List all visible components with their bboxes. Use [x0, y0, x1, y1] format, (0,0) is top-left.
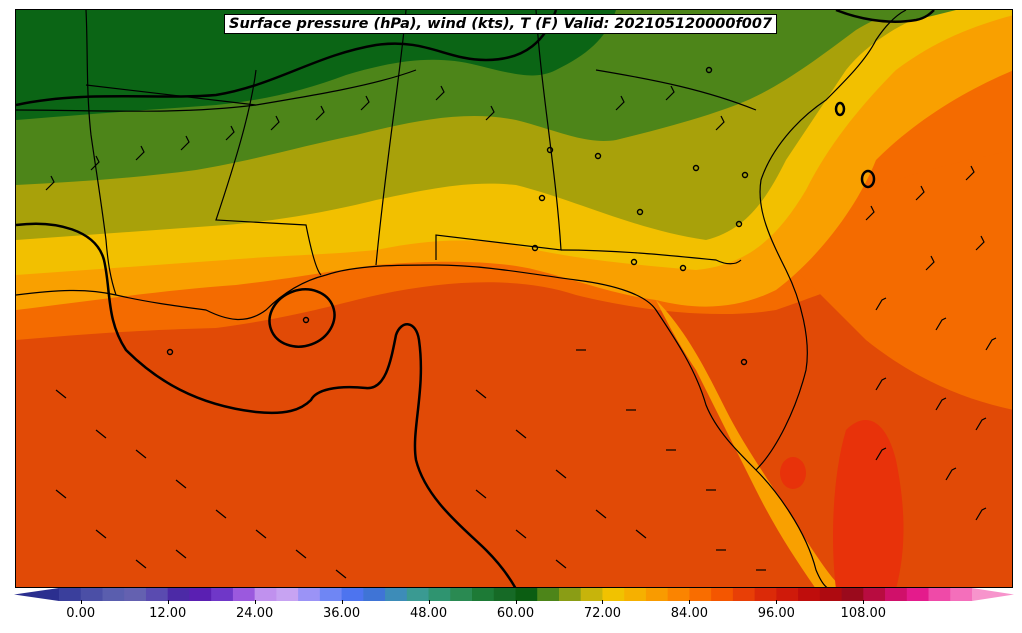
colorbar-segment [341, 588, 364, 601]
colorbar-segment [841, 588, 864, 601]
colorbar-segment [167, 588, 190, 601]
colorbar-segment [711, 588, 734, 601]
colorbar-tick-label: 72.00 [583, 606, 622, 621]
colorbar-segment [558, 588, 582, 601]
colorbar-segment [754, 588, 777, 601]
colorbar-tick-label: 24.00 [236, 606, 274, 621]
colorbar-segment [537, 588, 560, 601]
colorbar-segment [254, 588, 277, 601]
colorbar-tick-mark [689, 600, 691, 604]
temp-band-hot-inland [780, 457, 806, 489]
colorbar-segment [515, 588, 538, 601]
colorbar-tick-label: 84.00 [670, 606, 708, 621]
colorbar-high-arrow [972, 588, 1014, 601]
colorbar-tick-label: 36.00 [322, 606, 361, 621]
colorbar-segment [819, 588, 843, 601]
colorbar-tick-label: 60.00 [496, 606, 535, 621]
colorbar-segment [363, 588, 386, 601]
colorbar-segment [102, 588, 125, 601]
colorbar-segment [732, 588, 756, 601]
colorbar-segment [124, 588, 147, 601]
colorbar-segment [602, 588, 625, 601]
colorbar-segment [276, 588, 299, 601]
colorbar-segment [863, 588, 886, 601]
colorbar-tick-label: 12.00 [149, 606, 187, 621]
colorbar-segment [319, 588, 343, 601]
colorbar-segment [928, 588, 951, 601]
colorbar-low-arrow [14, 588, 59, 601]
colorbar-tick-label: 108.00 [840, 606, 887, 621]
colorbar-tick-mark [80, 600, 82, 604]
temp-band-florida-amber [656, 300, 843, 587]
temp-band-dark-green [16, 10, 616, 120]
colorbar-segment [493, 588, 516, 601]
colorbar-tick-label: 48.00 [409, 606, 448, 621]
colorbar-tick-mark [776, 600, 778, 604]
colorbar-segment [428, 588, 451, 601]
colorbar-segment [885, 588, 908, 601]
colorbar [14, 588, 1014, 601]
colorbar-segment [667, 588, 690, 601]
colorbar-segment [385, 588, 408, 601]
colorbar-tick-mark [341, 600, 343, 604]
colorbar-segment [450, 588, 473, 601]
colorbar-segment [776, 588, 799, 601]
colorbar-segment [580, 588, 603, 601]
map-title: Surface pressure (hPa), wind (kts), T (F… [224, 14, 778, 34]
temperature-map [16, 10, 1012, 587]
map-panel [15, 9, 1013, 588]
station-markers [166, 66, 749, 366]
colorbar-tick-label: 0.00 [66, 606, 96, 621]
colorbar-tick-mark [863, 600, 865, 604]
colorbar-tick-mark [167, 600, 169, 604]
colorbar-segment [406, 588, 430, 601]
colorbar-tick-mark [254, 600, 256, 604]
colorbar-segment [689, 588, 712, 601]
wind-barbs [45, 85, 997, 579]
isobars [16, 10, 935, 587]
colorbar-segment [798, 588, 821, 601]
colorbar-segment [189, 588, 212, 601]
colorbar-segment [145, 588, 169, 601]
colorbar-segment [645, 588, 669, 601]
colorbar-tick-mark [428, 600, 430, 604]
colorbar-segment [624, 588, 647, 601]
temp-band-hot-ocean [833, 420, 904, 587]
colorbar-segment [906, 588, 930, 601]
colorbar-segment [950, 588, 973, 601]
colorbar-segment [298, 588, 321, 601]
colorbar-segment [232, 588, 256, 601]
colorbar-tick-mark [515, 600, 517, 604]
colorbar-segment [472, 588, 495, 601]
colorbar-segment [80, 588, 103, 601]
colorbar-tick-label: 96.00 [757, 606, 795, 621]
colorbar-segment [59, 588, 82, 601]
colorbar-tick-mark [602, 600, 604, 604]
colorbar-segment [211, 588, 234, 601]
coastline-and-borders [16, 10, 907, 587]
